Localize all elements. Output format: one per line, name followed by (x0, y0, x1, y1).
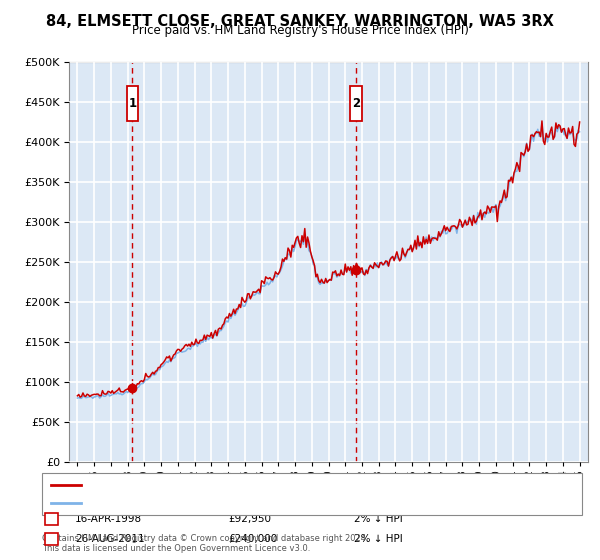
Text: Contains HM Land Registry data © Crown copyright and database right 2024.
This d: Contains HM Land Registry data © Crown c… (42, 534, 368, 553)
Text: 2: 2 (352, 97, 360, 110)
Text: 1: 1 (128, 97, 137, 110)
Text: HPI: Average price, detached house, Warrington: HPI: Average price, detached house, Warr… (86, 498, 320, 508)
Text: 2: 2 (48, 534, 55, 544)
Text: 2% ↓ HPI: 2% ↓ HPI (354, 514, 403, 524)
Text: £240,000: £240,000 (228, 534, 277, 544)
Text: £92,950: £92,950 (228, 514, 271, 524)
Text: 84, ELMSETT CLOSE, GREAT SANKEY, WARRINGTON, WA5 3RX (detached house): 84, ELMSETT CLOSE, GREAT SANKEY, WARRING… (86, 480, 478, 490)
Text: Price paid vs. HM Land Registry's House Price Index (HPI): Price paid vs. HM Land Registry's House … (131, 24, 469, 37)
Text: 1: 1 (48, 514, 55, 524)
Text: 2% ↓ HPI: 2% ↓ HPI (354, 534, 403, 544)
Text: 26-AUG-2011: 26-AUG-2011 (75, 534, 145, 544)
Text: 16-APR-1998: 16-APR-1998 (75, 514, 142, 524)
Text: 84, ELMSETT CLOSE, GREAT SANKEY, WARRINGTON, WA5 3RX: 84, ELMSETT CLOSE, GREAT SANKEY, WARRING… (46, 14, 554, 29)
FancyBboxPatch shape (127, 86, 139, 122)
FancyBboxPatch shape (350, 86, 362, 122)
